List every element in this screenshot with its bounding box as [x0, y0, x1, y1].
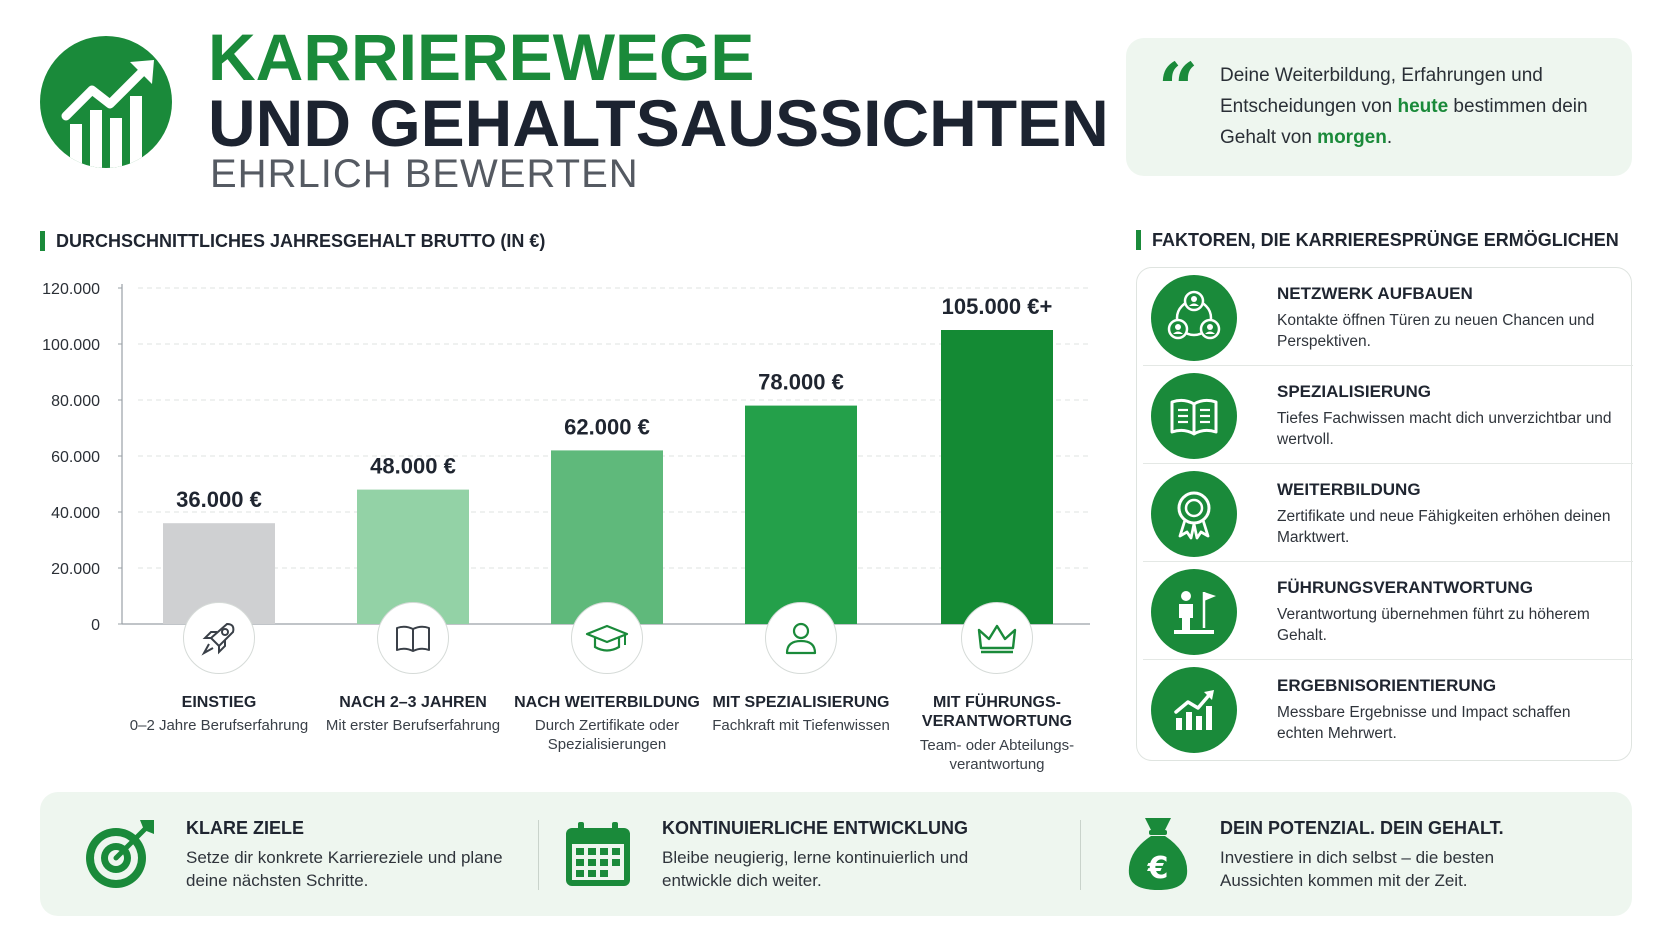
book-icon: [377, 602, 449, 674]
bar-value-label: 36.000 €: [176, 487, 262, 512]
divider: [1143, 463, 1633, 464]
svg-text:€: €: [1147, 851, 1169, 886]
divider: [1143, 561, 1633, 562]
quote-highlight: morgen: [1317, 127, 1387, 148]
bar: [357, 489, 469, 624]
person-icon: [765, 602, 837, 674]
book-icon: [1151, 373, 1237, 459]
divider: [1080, 820, 1081, 890]
target-icon: [78, 812, 162, 896]
network-icon: [1151, 275, 1237, 361]
factor-item-specialization: SPEZIALISIERUNG Tiefes Fachwissen macht …: [1137, 366, 1633, 464]
divider: [538, 820, 539, 890]
bar: [551, 450, 663, 624]
bar-value-label: 78.000 €: [758, 370, 844, 395]
category-label: MIT SPEZIALISIERUNG: [712, 694, 890, 711]
quote-part: bestimmen dein Gehalt von: [1220, 96, 1588, 148]
category-sublabel: Fachkraft mit Tiefenwissen: [712, 717, 890, 734]
bottom-item-goals: KLARE ZIELE Setze dir konkrete Karrierez…: [40, 792, 540, 916]
category-label: EINSTIEG: [181, 694, 257, 711]
growth-chart-icon: [1151, 667, 1237, 753]
factor-item-training: WEITERBILDUNG Zertifikate und neue Fähig…: [1137, 464, 1633, 562]
factor-text: Tiefes Fachwissen macht dich unverzichtb…: [1277, 410, 1612, 448]
quote-part: Deine Weiterbildung, Erfahrungen und Ent…: [1220, 65, 1543, 117]
factor-title: NETZWERK AUFBAUEN: [1277, 284, 1473, 303]
bar-value-label: 105.000 €+: [942, 294, 1053, 319]
category-sublabel: Durch Zertifikate oder Spezialisierungen: [534, 717, 680, 753]
graduation-cap-icon: [571, 602, 643, 674]
divider: [1143, 659, 1633, 660]
bottom-bar: KLARE ZIELE Setze dir konkrete Karrierez…: [40, 792, 1632, 916]
logo: [40, 36, 172, 168]
y-tick-label: 40.000: [51, 505, 100, 522]
chart-heading: DURCHSCHNITTLICHES JAHRESGEHALT BRUTTO (…: [40, 230, 545, 252]
bottom-text: Setze dir konkrete Karriereziele und pla…: [186, 848, 503, 890]
quote-highlight: heute: [1397, 96, 1449, 117]
quote-box: “ Deine Weiterbildung, Erfahrungen und E…: [1126, 38, 1632, 176]
factor-title: SPEZIALISIERUNG: [1277, 382, 1431, 401]
factor-item-network: NETZWERK AUFBAUEN Kontakte öffnen Türen …: [1137, 268, 1633, 366]
bottom-item-potential: € DEIN POTENZIAL. DEIN GEHALT. Investier…: [1116, 792, 1616, 916]
category-sublabel: Mit erster Berufserfahrung: [325, 717, 501, 734]
factor-title: FÜHRUNGSVERANTWORTUNG: [1277, 578, 1533, 597]
factor-text: Zertifikate und neue Fähigkeiten erhöhen…: [1277, 508, 1611, 546]
factors-panel: NETZWERK AUFBAUEN Kontakte öffnen Türen …: [1136, 267, 1633, 761]
calendar-icon: [556, 812, 640, 896]
bar-value-label: 48.000 €: [370, 454, 456, 479]
bottom-title: DEIN POTENZIAL. DEIN GEHALT.: [1220, 818, 1504, 838]
y-tick-label: 100.000: [42, 337, 100, 354]
y-tick-label: 0: [91, 617, 100, 630]
factor-title: WEITERBILDUNG: [1277, 480, 1421, 499]
money-bag-icon: €: [1116, 812, 1200, 896]
salary-bar-chart: 0 20.000 40.000 60.000 80.000 100.000 120.000 3…: [42, 281, 1090, 630]
leader-flag-icon: [1151, 569, 1237, 655]
bottom-text: Investiere in dich selbst – die besten A…: [1220, 848, 1495, 890]
bar: [745, 405, 857, 624]
award-icon: [1151, 471, 1237, 557]
factor-text: Messbare Ergebnisse und Impact schaffen …: [1277, 704, 1571, 742]
page-title-line1: KARRIEREWEGE: [208, 20, 755, 94]
bottom-item-development: KONTINUIERLICHE ENTWICKLUNG Bleibe neugi…: [556, 792, 1076, 916]
quote-text: Deine Weiterbildung, Erfahrungen und Ent…: [1220, 60, 1620, 153]
y-tick-label: 120.000: [42, 281, 100, 298]
factor-item-leadership: FÜHRUNGSVERANTWORTUNG Verantwortung über…: [1137, 562, 1633, 660]
factor-text: Kontakte öffnen Türen zu neuen Chancen u…: [1277, 312, 1595, 350]
factor-item-results: ERGEBNISORIENTIERUNG Messbare Ergebnisse…: [1137, 660, 1633, 758]
factor-title: ERGEBNISORIENTIERUNG: [1277, 676, 1497, 695]
y-tick-label: 20.000: [51, 561, 100, 578]
factors-heading: FAKTOREN, DIE KARRIERESPRÜNGE ERMÖGLICHE…: [1136, 229, 1619, 251]
category-label: NACH 2–3 JAHREN: [339, 694, 487, 711]
rocket-icon: [183, 602, 255, 674]
page-subtitle: EHRLICH BEWERTEN: [210, 152, 639, 196]
category-label: MIT FÜHRUNGS-VERANTWORTUNG: [921, 694, 1073, 730]
bottom-text: Bleibe neugierig, lerne kontinuierlich u…: [662, 848, 969, 890]
divider: [1143, 365, 1633, 366]
y-tick-label: 80.000: [51, 393, 100, 410]
bar-value-label: 62.000 €: [564, 414, 650, 439]
growth-chart-icon: [61, 60, 154, 168]
factor-text: Verantwortung übernehmen führt zu höhere…: [1277, 606, 1590, 644]
category-sublabel: Team- oder Abteilungs-verantwortung: [919, 737, 1075, 773]
bottom-title: KONTINUIERLICHE ENTWICKLUNG: [662, 818, 968, 838]
bar: [941, 330, 1053, 624]
bottom-title: KLARE ZIELE: [186, 818, 305, 838]
y-tick-label: 60.000: [51, 449, 100, 466]
category-label: NACH WEITERBILDUNG: [514, 694, 700, 711]
quote-mark-icon: “: [1158, 47, 1199, 130]
quote-part: .: [1386, 127, 1393, 148]
page-title-line2: UND GEHALTSAUSSICHTEN: [208, 86, 1109, 160]
category-sublabel: 0–2 Jahre Berufserfahrung: [129, 717, 309, 734]
crown-icon: [961, 602, 1033, 674]
